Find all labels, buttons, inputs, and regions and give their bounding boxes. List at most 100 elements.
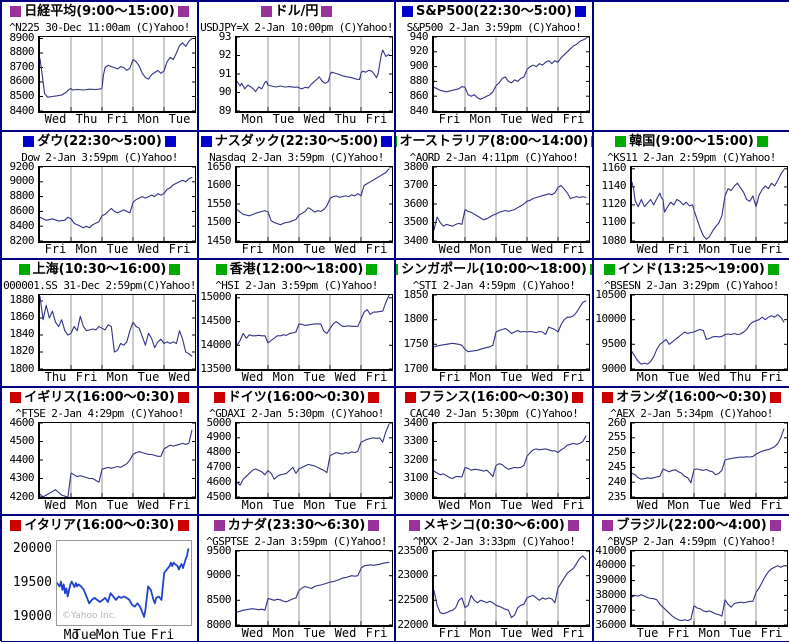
- x-axis-day-label: Tue: [73, 628, 97, 642]
- chart-title-row: オーストラリア(8:00〜14:00): [396, 134, 592, 149]
- y-axis-label: 3300: [403, 434, 429, 447]
- yahoo-watermark: ©Yahoo Inc.: [62, 611, 117, 621]
- category-marker-icon: [756, 136, 768, 147]
- market-chart-cell-netherlands[interactable]: オランダ(16:00〜0:30) ^AEX 2-Jan 5:34pm (C)Yah…: [593, 387, 789, 515]
- category-marker-icon: [769, 520, 781, 531]
- market-chart-cell-shanghai[interactable]: 上海(10:30〜16:00) 000001.SS 31-Dec 2:59pm(C…: [1, 259, 198, 387]
- x-axis-day-label: Fri: [365, 370, 388, 384]
- market-chart-cell-italy[interactable]: イタリア(16:00〜0:30) 20000 19500 19000 Mo Tue Mon T…: [1, 515, 198, 642]
- y-axis-label: 1450: [206, 233, 232, 247]
- x-axis-day-label: Wed: [241, 370, 264, 384]
- category-marker-icon: [200, 136, 212, 147]
- market-chart-cell-korea[interactable]: 韓国(9:00〜15:00) ^KS11 2-Jan 2:59pm (C)Yaho…: [593, 131, 789, 259]
- chart-subtitle: ^BSESN 2-Jan 3:29pm (C)Yahoo!: [604, 279, 779, 292]
- category-marker-icon: [396, 136, 397, 147]
- x-axis-day-label: Wed: [241, 626, 264, 640]
- y-axis-label: 4900: [206, 430, 232, 444]
- y-axis-label: 9000: [601, 361, 627, 375]
- x-axis-day-label: Fri: [168, 242, 191, 256]
- plot-area: [432, 422, 590, 499]
- x-axis-day-label: Wed: [334, 242, 357, 256]
- category-marker-icon: [572, 392, 584, 403]
- y-axis-label: 92: [218, 48, 232, 61]
- category-marker-icon: [177, 6, 189, 17]
- chart-title: オーストラリア(8:00〜14:00): [399, 134, 589, 149]
- y-axis-label: 23000: [397, 568, 428, 582]
- x-axis-day-label: Wed: [334, 626, 357, 640]
- price-line: [434, 435, 587, 480]
- market-chart-cell-australia[interactable]: オーストラリア(8:00〜14:00) ^AORD 2-Jan 4:11pm (C…: [395, 131, 593, 259]
- y-axis-label: 3800: [403, 159, 429, 173]
- price-chart: [434, 37, 589, 111]
- x-axis-day-label: Fri: [150, 628, 175, 642]
- price-chart: [40, 295, 195, 369]
- market-chart-cell-sp500[interactable]: S&P500(22:30〜5:00) S&P500 2-Jan 3:59pm (C…: [395, 1, 593, 131]
- x-axis-day-label: Tue: [106, 498, 129, 512]
- market-chart-cell-singapore[interactable]: シンガポール(10:00〜18:00) ^STI 2-Jan 4:59pm (C)…: [395, 259, 593, 387]
- market-chart-cell-india[interactable]: インド(13:25〜19:00) ^BSESN 2-Jan 3:29pm (C)Y…: [593, 259, 789, 387]
- y-axis-label: 8600: [9, 74, 35, 88]
- x-axis-day-label: Tue: [500, 112, 523, 126]
- x-axis-day-label: Fri: [241, 242, 264, 256]
- x-axis-day-label: Fri: [760, 370, 783, 384]
- price-chart: [237, 167, 392, 241]
- x-axis-day-label: Fri: [106, 112, 129, 126]
- category-marker-icon: [169, 264, 181, 275]
- market-chart-cell-brazil[interactable]: ブラジル(22:00〜4:00) ^BVSP 2-Jan 4:59pm (C)Ya…: [593, 515, 789, 642]
- y-axis-label: 1820: [9, 344, 35, 358]
- market-chart-cell-nikkei[interactable]: 日経平均(9:00〜15:00) ^N225 30-Dec 11:00am (C)…: [1, 1, 198, 131]
- price-line: [434, 184, 587, 231]
- market-chart-cell-hongkong[interactable]: 香港(12:00〜18:00) ^HSI 2-Jan 3:59pm (C)Yaho…: [198, 259, 395, 387]
- category-marker-icon: [18, 264, 30, 275]
- chart-title-row: ブラジル(22:00〜4:00): [594, 518, 789, 533]
- market-chart-cell-dow[interactable]: ダウ(22:30〜5:00) Dow 2-Jan 3:59pm (C)Yahoo!…: [1, 131, 198, 259]
- y-axis-label: 260: [607, 415, 627, 429]
- plot-area: [235, 294, 393, 371]
- chart-subtitle: ^AEX 2-Jan 5:34pm (C)Yahoo!: [610, 407, 773, 420]
- chart-title: ドイツ(16:00〜0:30): [227, 390, 366, 405]
- market-chart-cell-germany[interactable]: ドイツ(16:00〜0:30) ^GDAXI 2-Jan 5:30pm (C)Ya…: [198, 387, 395, 515]
- category-marker-icon: [615, 136, 627, 147]
- y-axis-label: 4300: [9, 471, 35, 484]
- x-axis-day-label: Fri: [365, 242, 388, 256]
- market-chart-cell-canada[interactable]: カナダ(23:30〜6:30) ^GSPTSE 2-Jan 3:59pm (C)Y…: [198, 515, 395, 642]
- market-chart-cell-france[interactable]: フランス(16:00〜0:30) CAC40 2-Jan 5:30pm (C)Ya…: [395, 387, 593, 515]
- price-chart: [434, 551, 589, 625]
- chart-subtitle: ^N225 30-Dec 11:00am (C)Yahoo!: [9, 21, 190, 34]
- y-axis-label: 5000: [206, 415, 232, 429]
- category-marker-icon: [574, 6, 586, 17]
- x-axis-day-label: Tue: [500, 242, 523, 256]
- market-chart-cell-usdjpy[interactable]: ドル/円 USDJPY=X 2-Jan 10:00pm (C)Yahoo! 93 92…: [198, 1, 395, 131]
- category-marker-icon: [604, 264, 616, 275]
- price-chart: [40, 37, 195, 111]
- chart-title: ドル/円: [274, 4, 319, 19]
- y-axis-label: 940: [409, 29, 429, 43]
- y-axis-label: 93: [218, 29, 232, 43]
- chart-subtitle: ^MXX 2-Jan 3:33pm (C)Yahoo!: [412, 535, 576, 548]
- y-axis-label: 4200: [9, 489, 35, 503]
- x-axis-day-label: Mon: [469, 626, 492, 640]
- y-axis-label: 880: [409, 73, 429, 87]
- market-chart-cell-nasdaq[interactable]: ナスダック(22:30〜5:00) Nasdaq 2-Jan 3:59pm (C)…: [198, 131, 395, 259]
- x-axis-day-label: Mon: [469, 498, 492, 512]
- x-axis-day-label: Tue: [729, 242, 752, 256]
- x-axis-day-label: Mon: [241, 112, 264, 126]
- plot-area: [630, 166, 788, 243]
- x-axis-day-label: Wed: [636, 242, 659, 256]
- y-axis-label: 3600: [403, 196, 429, 210]
- category-marker-icon: [215, 264, 227, 275]
- plot-area: [630, 294, 788, 371]
- y-axis-label: 14500: [200, 314, 231, 328]
- category-marker-icon: [10, 392, 22, 403]
- x-axis-day-label: Fri: [44, 242, 67, 256]
- market-chart-cell-mexico[interactable]: メキシコ(0:30〜6:00) ^MXX 2-Jan 3:33pm (C)Yaho…: [395, 515, 593, 642]
- x-axis-day-label: Fri: [365, 626, 388, 640]
- market-chart-cell-uk[interactable]: イギリス(16:00〜0:30) ^FTSE 2-Jan 4:29pm (C)Ya…: [1, 387, 198, 515]
- x-axis-day-label: Wed: [44, 112, 67, 126]
- category-marker-icon: [213, 392, 225, 403]
- x-axis-day-label: Tue: [500, 370, 523, 384]
- y-axis-label: 860: [409, 88, 429, 102]
- chart-title: 日経平均(9:00〜15:00): [24, 4, 175, 19]
- y-axis-label: 22000: [397, 617, 428, 631]
- x-axis-day-label: Wed: [531, 370, 554, 384]
